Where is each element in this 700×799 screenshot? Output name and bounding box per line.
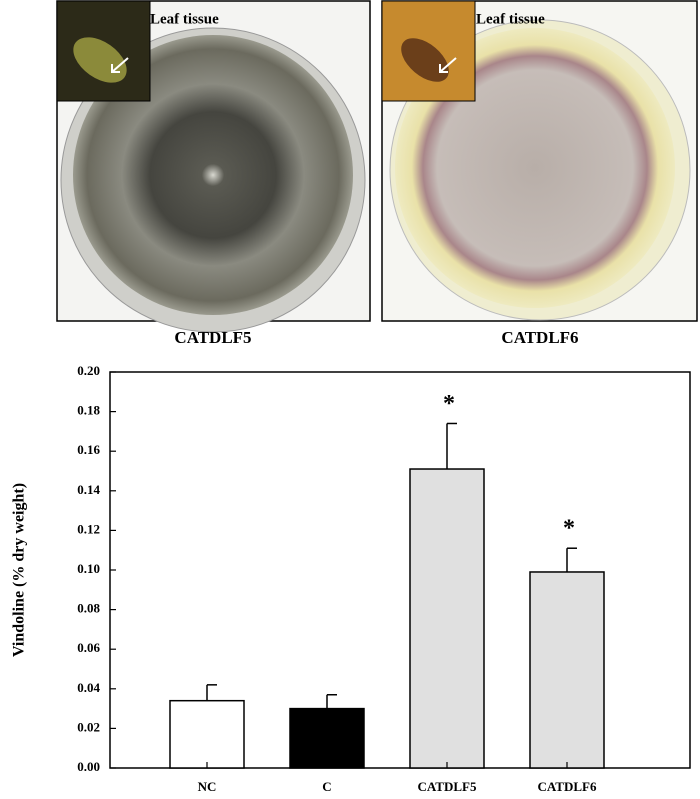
photo-panel: Leaf tissue CATDLF5 bbox=[56, 0, 371, 347]
inset-label: Leaf tissue bbox=[150, 11, 219, 27]
y-tick-label: 0.20 bbox=[77, 363, 100, 378]
x-tick-label: CATDLF6 bbox=[538, 779, 597, 794]
y-tick-label: 0.00 bbox=[77, 759, 100, 774]
y-tick-label: 0.02 bbox=[77, 719, 100, 734]
inset-label: Leaf tissue bbox=[476, 11, 545, 27]
x-tick-label: NC bbox=[198, 779, 217, 794]
y-tick-label: 0.04 bbox=[77, 680, 100, 695]
y-tick-label: 0.16 bbox=[77, 442, 100, 457]
significance-mark: * bbox=[443, 391, 455, 417]
bar bbox=[529, 571, 605, 769]
significance-mark: * bbox=[563, 516, 575, 542]
y-tick-label: 0.12 bbox=[77, 521, 100, 536]
panel-label: CATDLF5 bbox=[174, 328, 251, 347]
x-tick-label: CATDLF5 bbox=[418, 779, 477, 794]
y-axis-label: Vindoline (% dry weight) bbox=[11, 483, 28, 657]
bar bbox=[169, 699, 245, 769]
photo-panel: Leaf tissue CATDLF6 bbox=[381, 0, 698, 347]
y-tick-label: 0.14 bbox=[77, 482, 100, 497]
y-tick-label: 0.10 bbox=[77, 561, 100, 576]
bar bbox=[289, 707, 365, 769]
y-tick-label: 0.18 bbox=[77, 403, 100, 418]
panel-label: CATDLF6 bbox=[501, 328, 578, 347]
bar bbox=[409, 468, 485, 769]
y-tick-label: 0.08 bbox=[77, 601, 100, 616]
x-tick-label: C bbox=[322, 779, 331, 794]
y-tick-label: 0.06 bbox=[77, 640, 100, 655]
